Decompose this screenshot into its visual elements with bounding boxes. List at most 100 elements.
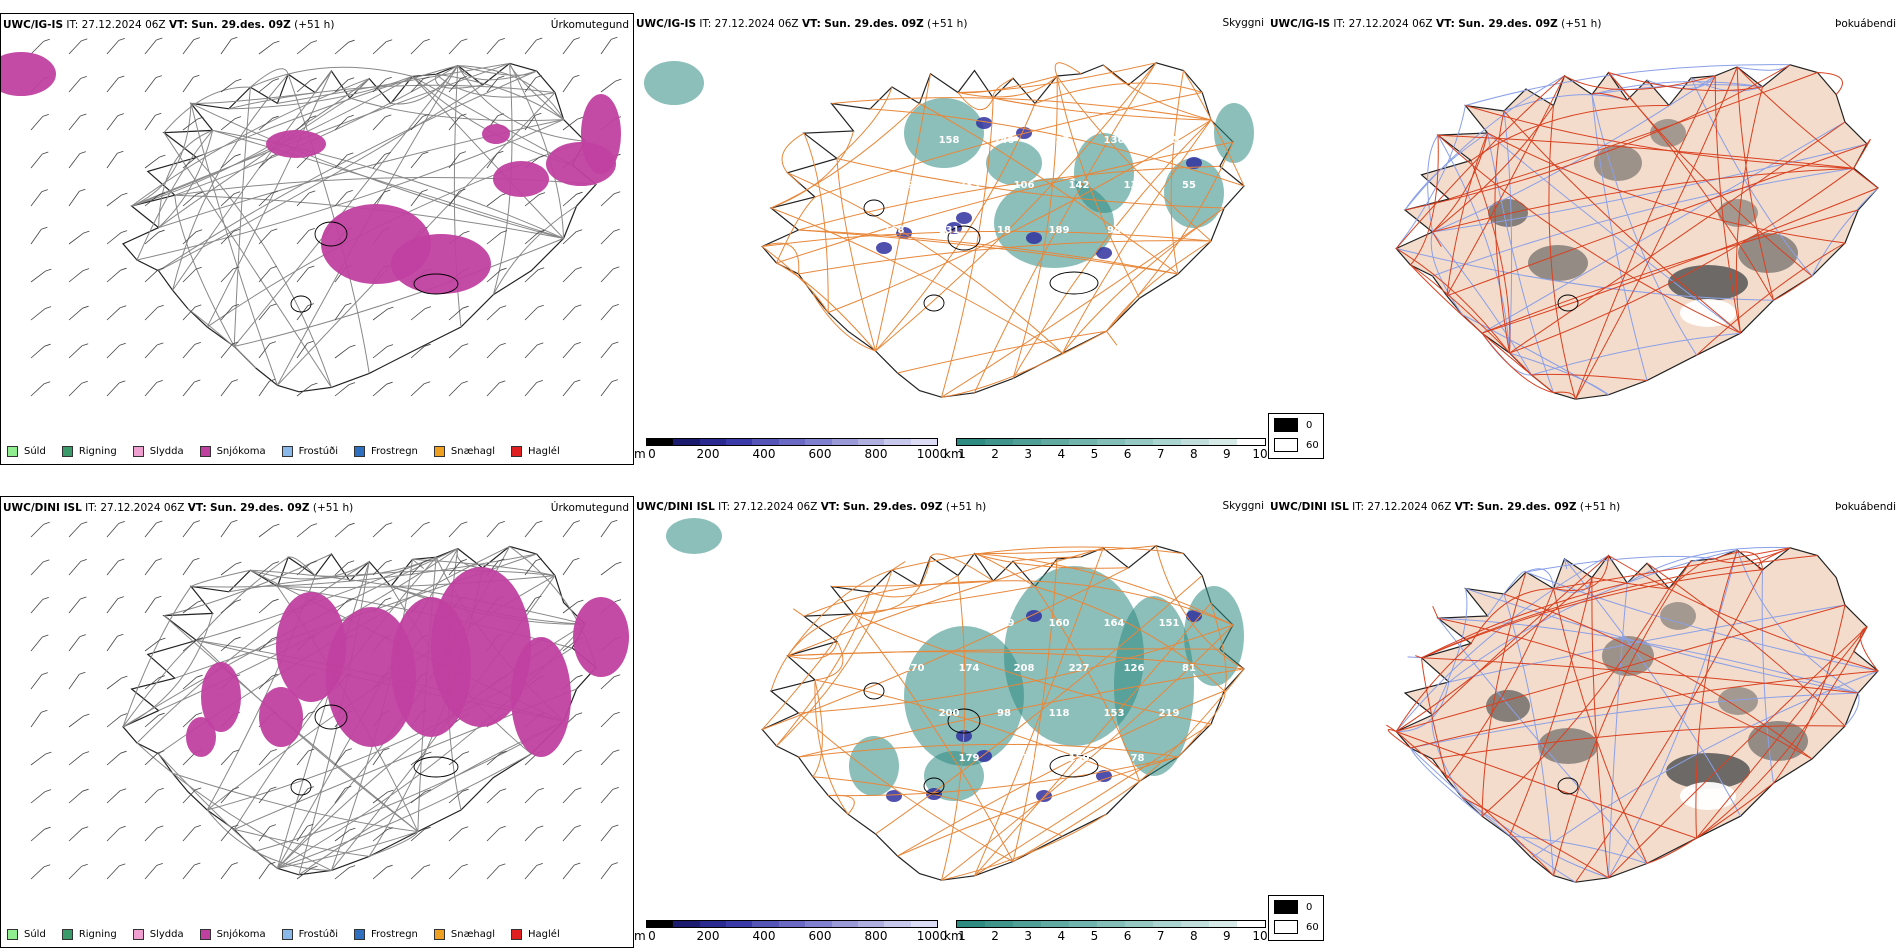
legend-item: Snjókoma	[199, 445, 266, 457]
visibility-value-label: 164	[1104, 618, 1125, 629]
legend-item: Súld	[7, 445, 46, 457]
road-network	[1395, 64, 1879, 396]
glacier-outline	[863, 199, 885, 217]
visibility-panel-2: 301 463 189 160 164 151 270 174 208 227 126 81 385 20…	[634, 496, 1268, 948]
legend-label: Slydda	[149, 928, 184, 940]
panel-kind-1: Úrkomutegund	[550, 19, 629, 31]
precip-type-panel-1: UWC/IG-IS IT: 27.12.2024 06Z VT: Sun. 29…	[0, 13, 634, 465]
visibility-value-label: 189	[1049, 225, 1070, 236]
visibility-value-label: 200	[939, 708, 960, 719]
fog-area	[1660, 602, 1696, 630]
colorbar-tick: 10	[1252, 929, 1268, 943]
colorbar-tick: 400	[752, 447, 776, 461]
legend-swatch	[132, 445, 144, 457]
panel-title-6: UWC/DINI ISL IT: 27.12.2024 06Z VT: Sun.…	[1270, 501, 1621, 513]
low-visibility-area	[1114, 596, 1194, 776]
colorbar-tick: 4	[1057, 447, 1066, 461]
visibility-colorbar-2: km 1 2 3 4 5 6 7 8 9 10	[944, 920, 1268, 946]
legend-label: Haglél	[528, 928, 560, 940]
visibility-value-label: 385	[884, 708, 905, 719]
legend-item: Slydda	[132, 445, 184, 457]
colorbar-tick: 0	[648, 447, 656, 461]
visibility-value-label: 178	[1124, 753, 1145, 764]
colorbar-tick: 0	[648, 929, 656, 943]
legend-label: Snæhagl	[450, 928, 496, 940]
visibility-value-label: 140	[994, 135, 1015, 146]
legend-swatch	[433, 928, 445, 940]
snow-area	[391, 234, 491, 294]
colorbar-tick: 1000	[916, 929, 948, 943]
fog-opacity-row: 0	[1274, 900, 1312, 914]
colorbar-tick: 7	[1156, 929, 1165, 943]
panel-kind-5: Skyggni	[1222, 500, 1265, 512]
glacier-outline	[1049, 271, 1099, 295]
panel-title-2: UWC/IG-IS IT: 27.12.2024 06Z VT: Sun. 29…	[636, 18, 968, 30]
fog-opacity-swatch	[1274, 920, 1298, 934]
legend-label: Slydda	[149, 445, 184, 457]
legend-label: Súld	[24, 928, 46, 940]
snow-area	[266, 130, 326, 158]
legend-swatch	[354, 445, 365, 457]
colorbar-tick: 8	[1189, 447, 1198, 461]
fog-area	[1718, 687, 1758, 715]
legend-item: Frostregn	[354, 445, 418, 457]
legend-label: Frostúði	[298, 445, 338, 457]
legend-label: Haglél	[528, 445, 560, 457]
precip-map-2	[30, 519, 629, 880]
precip-legend-2: Súld Rigning Slydda Snjókoma Frostúði Frostre…	[1, 921, 633, 947]
legend-label: Frostregn	[371, 445, 418, 457]
visibility-value-label: 267	[904, 753, 925, 764]
visibility-value-label: 95	[907, 180, 921, 191]
fog-area	[1488, 199, 1528, 227]
fog-opacity-label: 0	[1306, 901, 1313, 913]
glacier-outline	[314, 704, 348, 730]
low-visibility-area	[904, 626, 1024, 766]
colorbar-tick: 1000	[916, 447, 948, 461]
visibility-value-label: 106	[1014, 180, 1035, 191]
glacier-outline	[863, 682, 885, 700]
low-ceiling-spot	[976, 117, 992, 129]
low-ceiling-spot	[876, 242, 892, 254]
colorbar-tick: 6	[1123, 447, 1132, 461]
snow-area	[493, 161, 549, 197]
colorbar-ticks: 0 200 400 600 800 1000	[634, 447, 947, 463]
visibility-value-label: 151	[1159, 618, 1180, 629]
colorbar-tick: 1	[958, 929, 966, 943]
glacier-outline	[290, 778, 312, 796]
fog-area	[1594, 145, 1642, 181]
visibility-value-label: 126	[1124, 663, 1145, 674]
visibility-value-label: 174	[959, 663, 980, 674]
panel-title-1: UWC/IG-IS IT: 27.12.2024 06Z VT: Sun. 29…	[3, 19, 335, 31]
legend-swatch	[199, 445, 211, 457]
visibility-value-label: 136	[1104, 135, 1125, 146]
low-ceiling-spot	[956, 212, 972, 224]
colorbar-tick: 7	[1156, 447, 1165, 461]
snow-area	[201, 662, 241, 732]
fog-area	[1602, 636, 1654, 676]
legend-item: Súld	[7, 928, 46, 940]
wind-barbs	[30, 36, 622, 397]
colorbar-tick: 6	[1123, 929, 1132, 943]
visibility-value-label: 463	[939, 618, 960, 629]
legend-label: Rigning	[78, 445, 117, 457]
glacier-outline	[413, 756, 459, 778]
fog-area	[1738, 233, 1798, 273]
fog-opacity-row: 0	[1274, 418, 1312, 432]
visibility-value-label: 18	[997, 225, 1011, 236]
fog-opacity-box-1: 0 60	[1268, 413, 1324, 459]
visibility-value-label: 118	[1049, 708, 1070, 719]
low-ceiling-spot	[1096, 247, 1112, 259]
low-ceiling-spot	[946, 222, 962, 234]
legend-item: Snjókoma	[199, 928, 266, 940]
visibility-value-label: 137	[1124, 180, 1145, 191]
colorbar-tick: 800	[864, 929, 888, 943]
visibility-value-label: 81	[1182, 663, 1196, 674]
panel-kind-6: Þokuábendi	[1835, 501, 1896, 513]
ceiling-colorbar-2: m 0 200 400 600 800 1000	[634, 920, 947, 946]
fog-area	[1748, 721, 1808, 761]
colorbar-tick: 2	[991, 929, 999, 943]
road-network	[761, 62, 1245, 398]
low-visibility-area	[986, 141, 1042, 185]
fog-opacity-label: 60	[1306, 439, 1319, 451]
legend-label: Snjókoma	[216, 928, 266, 940]
